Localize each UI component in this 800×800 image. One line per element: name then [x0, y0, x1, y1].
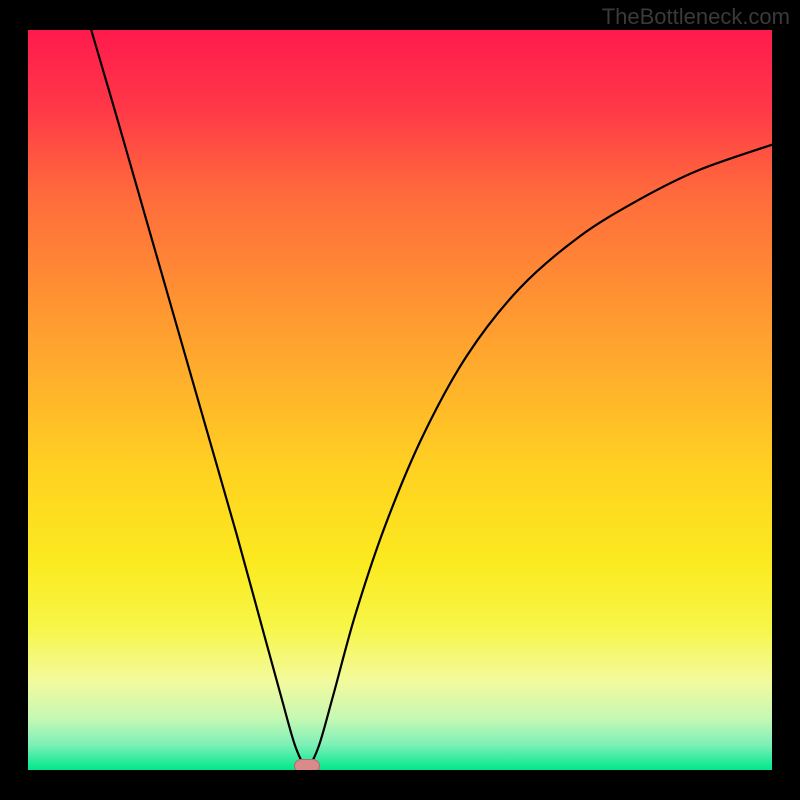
bottleneck-curve [28, 30, 772, 770]
watermark-text: TheBottleneck.com [602, 4, 790, 30]
chart-frame: TheBottleneck.com [0, 0, 800, 800]
optimum-marker [294, 759, 320, 770]
curve-path [91, 30, 772, 766]
plot-area [28, 30, 772, 770]
